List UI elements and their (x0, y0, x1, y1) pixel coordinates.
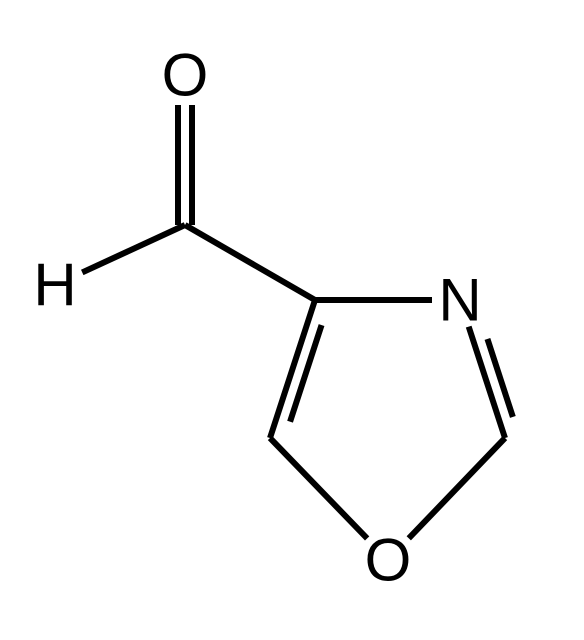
atom-label-h: H (33, 252, 76, 319)
molecule-diagram: O H N O (0, 0, 584, 640)
bond (82, 225, 185, 272)
atom-label-n: N (438, 267, 481, 334)
bond (409, 438, 505, 538)
bond (185, 225, 315, 300)
bond (270, 438, 367, 538)
atom-label-o: O (365, 527, 412, 594)
atom-label-o: O (162, 42, 209, 109)
bond (290, 325, 322, 422)
